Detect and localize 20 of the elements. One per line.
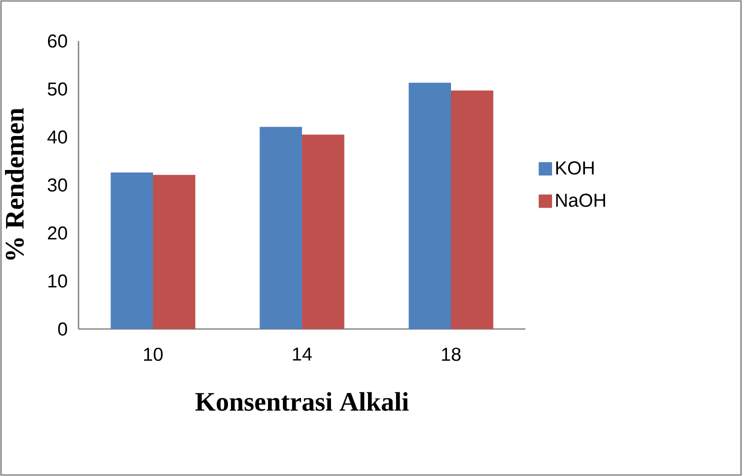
bar — [302, 134, 344, 329]
y-tick-label: 20 — [48, 226, 68, 240]
y-tick-label: 0 — [58, 322, 68, 336]
y-tick-label: 30 — [48, 178, 68, 192]
y-tick-label: 10 — [48, 274, 68, 288]
x-tick-label: 18 — [442, 348, 461, 361]
y-axis-title: % Rendemen — [5, 108, 24, 260]
y-tick-label: 50 — [48, 82, 68, 96]
bar — [451, 90, 494, 329]
bar — [110, 172, 153, 329]
y-tick-label: 60 — [48, 34, 68, 48]
legend-label: KOH — [556, 161, 594, 175]
y-tick-label: 40 — [47, 130, 68, 144]
bar — [153, 174, 196, 329]
x-tick-label: 14 — [293, 348, 312, 361]
bar — [260, 126, 302, 329]
x-axis-title: Konsentrasi Alkali — [195, 392, 409, 411]
bar — [408, 82, 451, 329]
legend-label: NaOH — [556, 194, 606, 207]
x-tick-label: 10 — [144, 348, 163, 361]
